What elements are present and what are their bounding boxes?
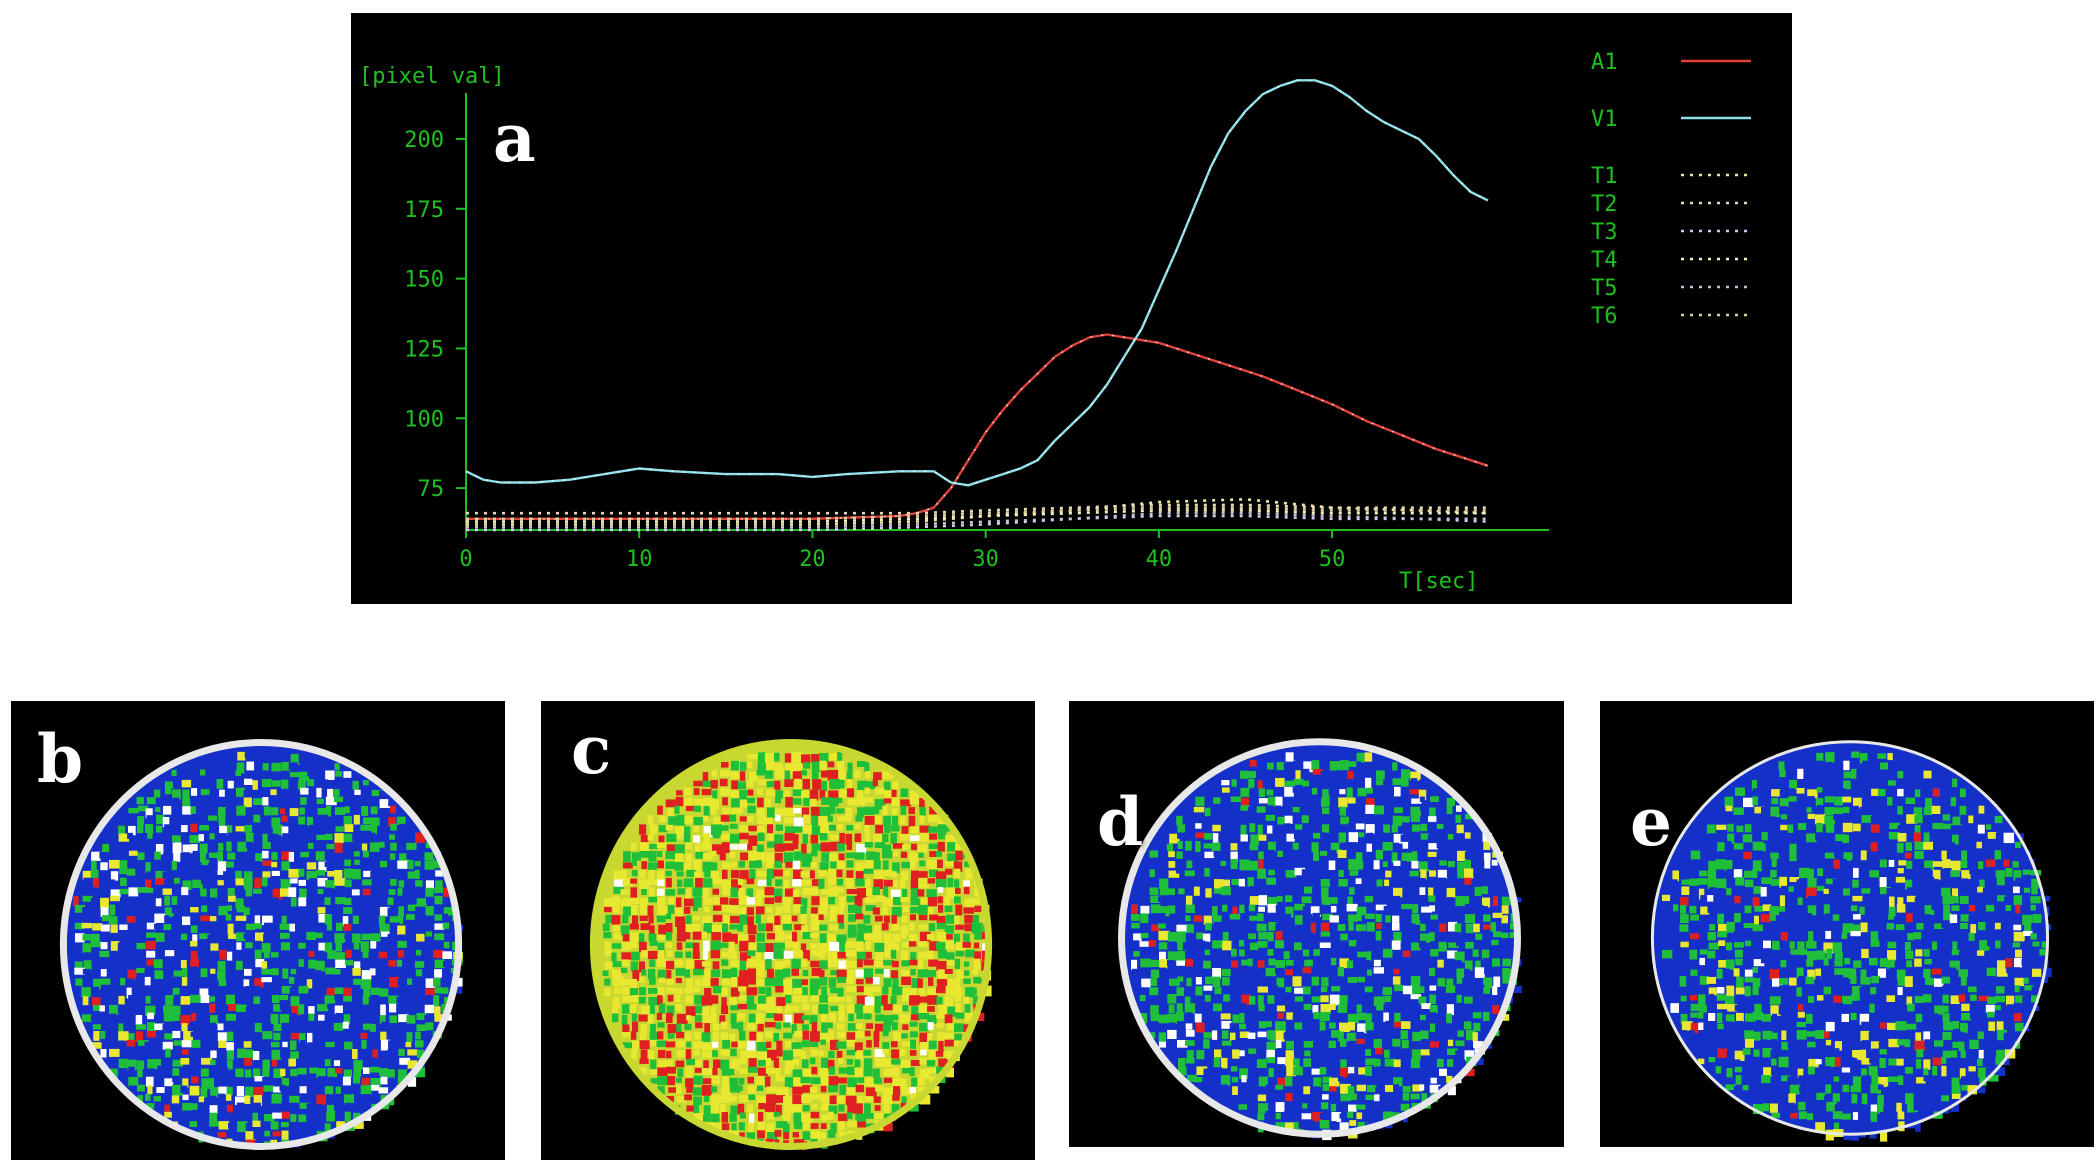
brain-map-b	[59, 739, 463, 1150]
series-line-t3	[466, 514, 1489, 532]
skull-rim	[59, 739, 463, 1150]
series-line-t4	[466, 509, 1488, 523]
x-tick-label: 10	[626, 547, 653, 572]
series-line-t1	[466, 497, 1489, 526]
series-line-t6	[466, 506, 1488, 521]
series-line-t2	[466, 503, 1488, 515]
legend-label: A1	[1591, 50, 1618, 75]
time-density-chart: 75 100 125 150 175 200 0 10 20 30 40 50 [pixel val] T…	[359, 50, 1751, 594]
x-axis-label: T[sec]	[1399, 569, 1478, 594]
series-noise-a1	[466, 333, 1489, 520]
chart-legend: A1 V1 T1 T2 T3 T4 T5 T6	[1591, 50, 1751, 329]
panel-label-b: b	[37, 720, 84, 798]
legend-label: T1	[1591, 164, 1618, 189]
perfusion-map-d: d	[1069, 701, 1564, 1147]
perfusion-map-e: e	[1600, 701, 2094, 1147]
perfusion-texture	[602, 751, 992, 1151]
skull-rim	[1650, 740, 2050, 1136]
x-tick-label: 50	[1319, 547, 1346, 572]
legend-label: V1	[1591, 107, 1618, 132]
skull-rim	[1118, 738, 1521, 1138]
y-tick-label: 175	[404, 198, 444, 223]
x-tick-label: 30	[972, 547, 999, 572]
legend-label: T5	[1591, 276, 1618, 301]
series-line-t5	[466, 511, 1488, 529]
y-tick-label: 125	[404, 337, 444, 362]
y-tick-label: 200	[404, 128, 444, 153]
chart-panel-a: 75 100 125 150 175 200 0 10 20 30 40 50 [pixel val] T…	[351, 13, 1792, 604]
x-tick-label: 0	[459, 547, 472, 572]
panel-label-e: e	[1630, 783, 1672, 861]
series-line-a1	[466, 333, 1489, 520]
y-tick-label: 150	[404, 268, 444, 293]
panel-label-d: d	[1097, 783, 1144, 861]
chart-axes: 75 100 125 150 175 200 0 10 20 30 40 50 [pixel val] T…	[359, 64, 1549, 594]
panel-label-c: c	[571, 711, 612, 789]
perfusion-texture	[72, 751, 463, 1149]
y-tick-label: 100	[404, 407, 444, 432]
series-noise-v1	[465, 79, 1489, 487]
panel-label-a: a	[493, 99, 536, 177]
legend-label: T6	[1591, 304, 1618, 329]
brain-map-c	[589, 739, 993, 1151]
y-axis-label: [pixel val]	[359, 64, 505, 89]
brain-map-e	[1650, 740, 2052, 1142]
legend-label: T2	[1591, 192, 1618, 217]
chart-series	[465, 79, 1489, 532]
perfusion-texture	[1661, 750, 2052, 1142]
series-line-v1	[465, 79, 1489, 487]
x-tick-label: 20	[799, 547, 826, 572]
skull-rim	[589, 739, 993, 1150]
y-tick-label: 75	[418, 477, 445, 502]
perfusion-map-b: b	[11, 701, 505, 1160]
x-tick-label: 40	[1146, 547, 1173, 572]
legend-label: T3	[1591, 220, 1618, 245]
legend-label: T4	[1591, 248, 1618, 273]
brain-map-d	[1118, 738, 1522, 1141]
perfusion-map-c: c	[541, 701, 1035, 1160]
